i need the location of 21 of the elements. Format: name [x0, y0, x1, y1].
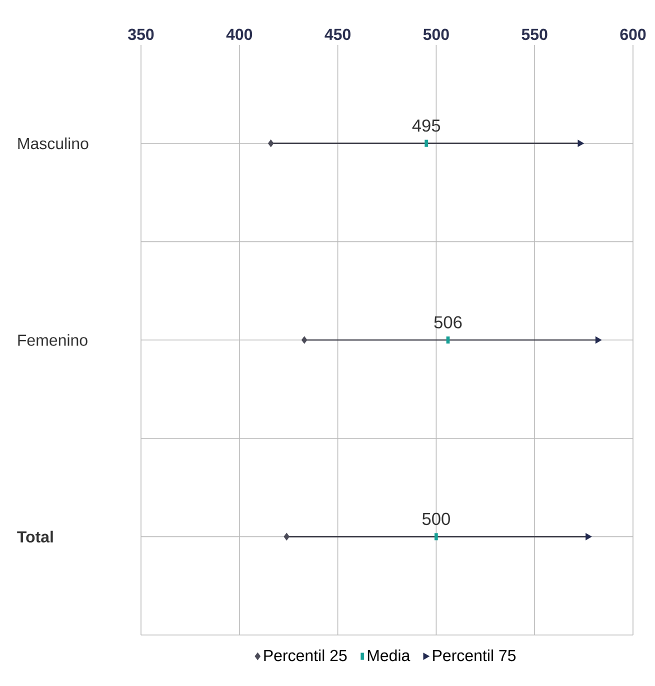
point — [595, 336, 602, 344]
point — [586, 533, 592, 540]
x-tick-label: 400 — [226, 28, 252, 40]
x-tick-label: 350 — [128, 28, 154, 40]
data-label: 495 — [412, 119, 440, 132]
x-tick-label: 600 — [620, 28, 646, 40]
legend-label: Percentil 75 — [433, 649, 516, 662]
point — [268, 140, 274, 148]
legend-label: Percentil 25 — [264, 649, 347, 662]
data-label: 506 — [434, 316, 462, 328]
x-tick-label: 450 — [324, 28, 350, 40]
legend-label: Media — [368, 649, 410, 662]
data-label: 500 — [422, 512, 450, 526]
x-tick-label: 550 — [522, 28, 548, 40]
y-tick-label: Masculino — [18, 137, 88, 150]
point — [284, 532, 290, 540]
y-tick-label: Total — [17, 530, 53, 543]
point — [301, 336, 308, 344]
x-tick-label: 500 — [423, 28, 449, 40]
point — [578, 140, 584, 147]
y-tick-label: Femenino — [18, 334, 88, 346]
